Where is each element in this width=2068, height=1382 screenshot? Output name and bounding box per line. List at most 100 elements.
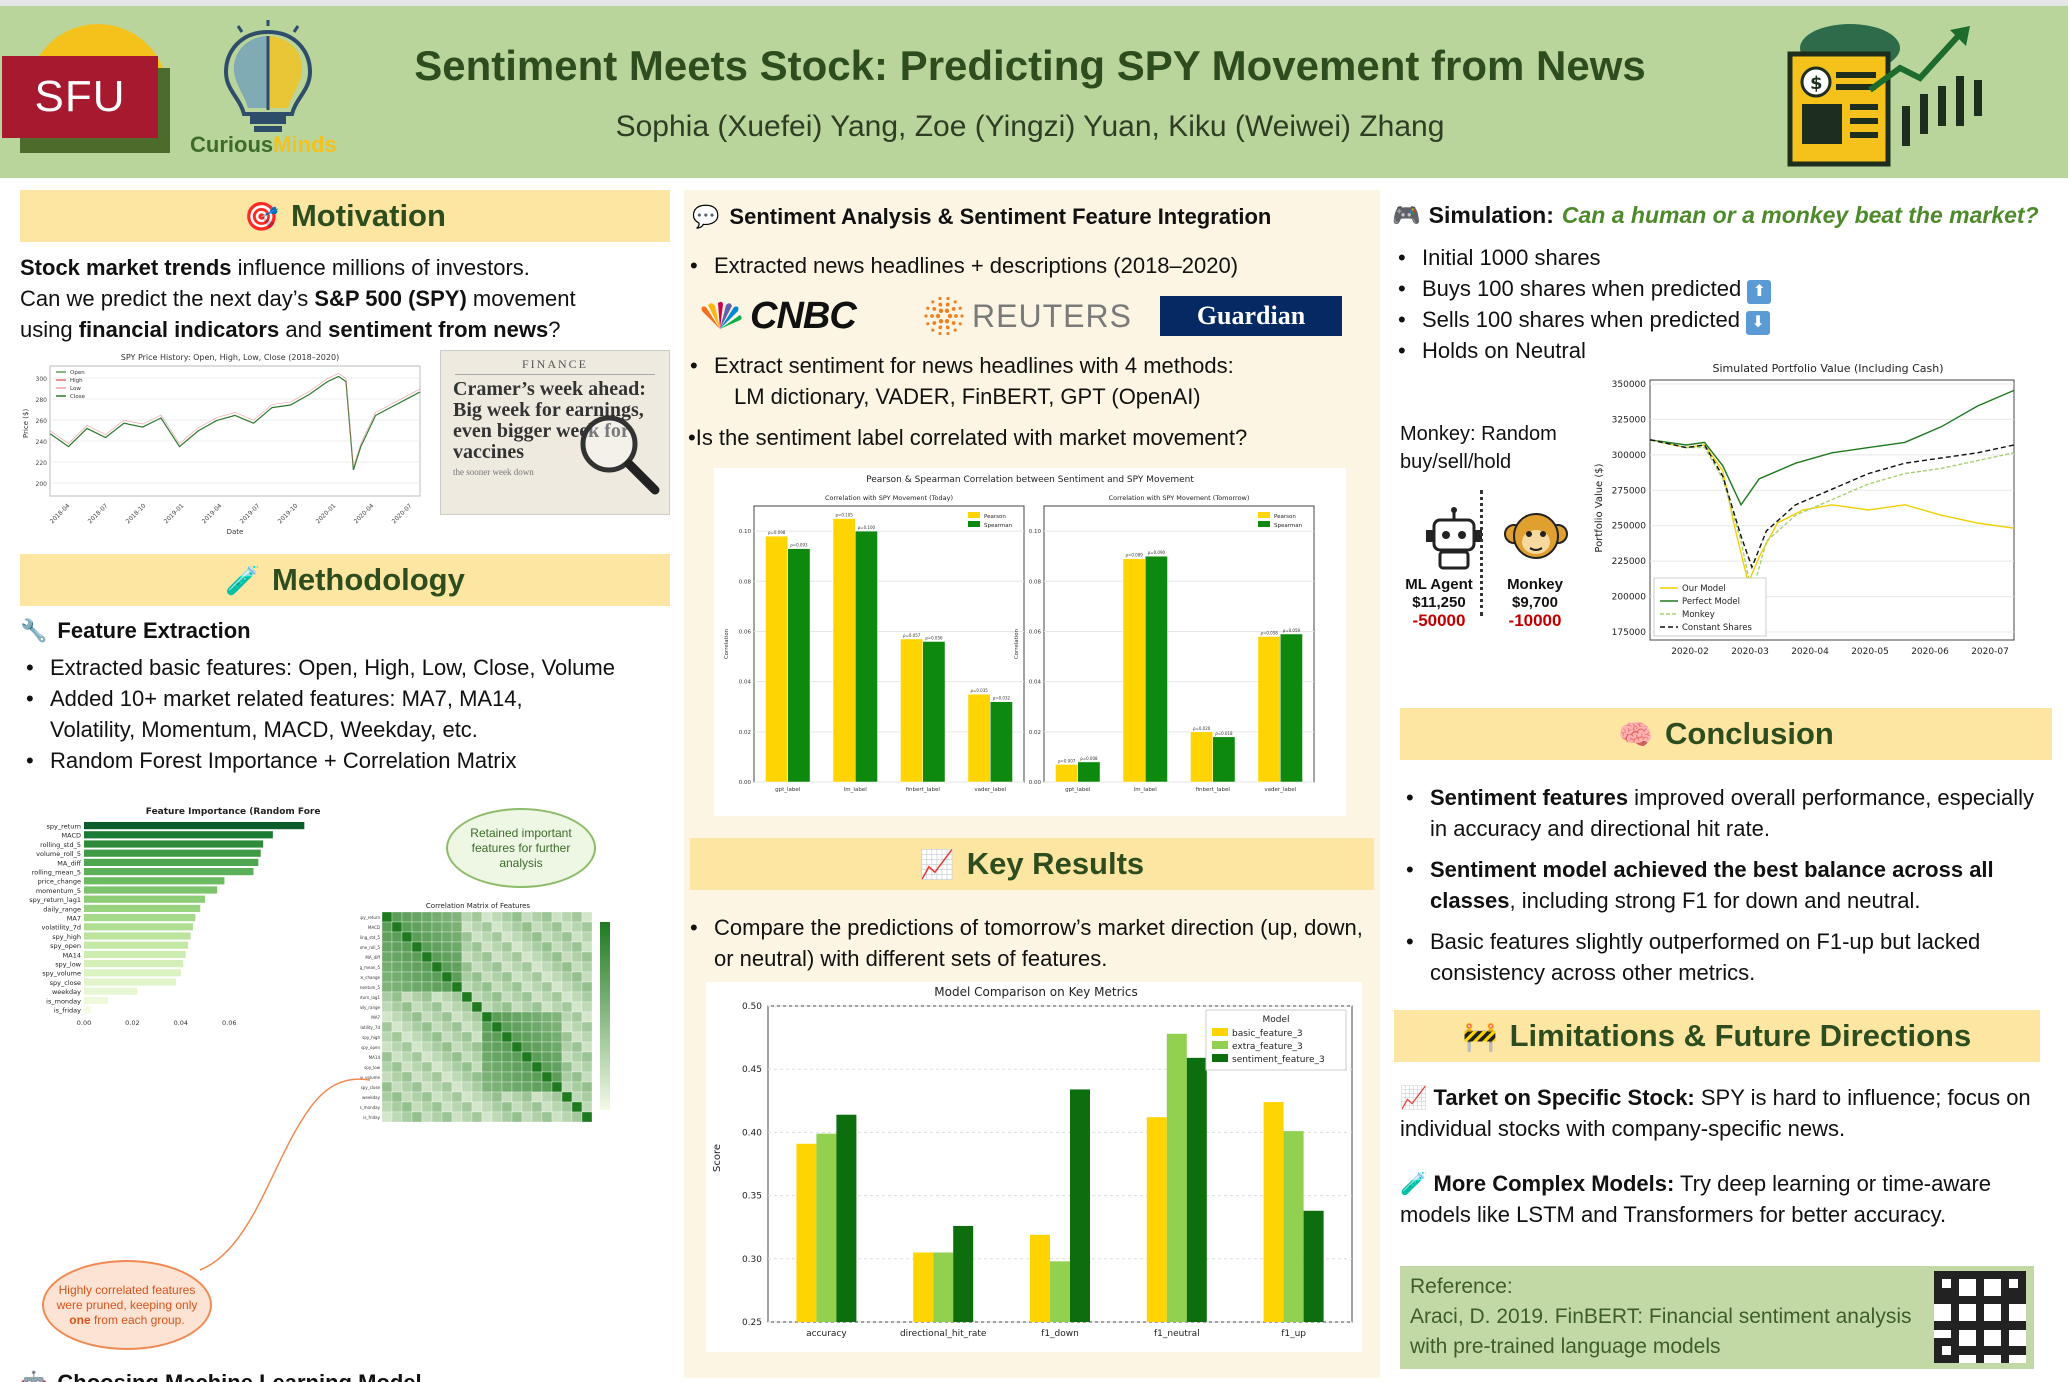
corr-cell [571,1101,583,1113]
corr-cell [561,1041,573,1053]
model-category-label: f1_neutral [1154,1329,1200,1339]
importance-bar [84,978,176,986]
importance-bar [84,886,218,894]
importance-feature-label: spy_close [50,979,81,987]
qr-module [1975,1354,1985,1363]
reuters-dot [944,318,950,324]
corr-ytick-label: 0.00 [1029,780,1042,786]
qr-module [1992,1312,2001,1322]
importance-feature-label: momentum_5 [36,887,81,895]
qr-module [2017,1304,2026,1313]
corr-cell [531,1101,543,1113]
qr-code-icon[interactable] [1934,1271,2026,1363]
corr-cell [561,911,573,923]
corr-cell [461,981,473,993]
model-comparison-chart: Model Comparison on Key Metrics 0.25 0.30… [706,982,1362,1352]
corr-cell [481,931,493,943]
guardian-logo: Guardian [1160,296,1342,336]
corr-ytick-label: 0.08 [1029,579,1042,585]
corr-cell [531,1061,543,1073]
qr-module [1950,1337,1960,1347]
corr-cell [541,941,553,953]
corr-cell [491,1111,503,1123]
corr-cell [461,1111,473,1123]
reuters-dot [944,308,950,314]
corr-legend-swatch [1258,512,1270,518]
corr-cell [521,951,533,963]
corr-category-label: finbert_label [906,787,941,793]
corr-cell [381,1021,393,1033]
qr-module [2000,1271,2010,1280]
corr-bar-label: ρ=0.057 [903,633,921,638]
corr-cell [441,921,453,933]
corr-ytick-label: 0.02 [1029,730,1041,736]
corr-cell [411,1041,423,1053]
corr-cell [451,1021,463,1033]
corr-cell [571,951,583,963]
corr-cell [581,971,593,983]
corr-bar [1055,764,1079,783]
corr-cell [541,1101,553,1113]
model-legend-box [1205,1009,1347,1071]
corr-cell [521,981,533,993]
sim-chart-title: Simulated Portfolio Value (Including Cas… [1712,362,1943,375]
corr-ytick-label: 0.04 [1029,680,1042,686]
price-xtick-label: 2020-07 [391,502,414,525]
qr-module [1934,1279,1943,1288]
corr-cell [521,1011,533,1023]
corr-cell [481,971,493,983]
corr-cell [511,991,523,1003]
corr-cell [481,941,493,953]
corr-cell [561,981,573,993]
corr-cell [511,1051,523,1063]
limitations-banner: 🚧 Limitations & Future Directions [1394,1010,2040,1062]
reuters-dot [954,314,958,318]
qr-module [1975,1279,1985,1288]
corr-cell [471,951,483,963]
corr-cell [451,941,463,953]
qr-module [2017,1271,2026,1280]
qr-module [1967,1312,1976,1322]
corr-cell [571,1111,583,1123]
monkey-icon [1504,513,1568,559]
ml-agent-result: ML Agent $11,250 -50000 [1405,576,1473,630]
corr-cell [581,1021,593,1033]
qr-module [1959,1296,1968,1305]
corr-row-label: weekday [362,1095,381,1100]
corr-cell [511,961,523,973]
price-xtick-label: 2019-07 [239,502,262,525]
corr-cell [391,931,403,943]
corr-cell [431,1071,443,1083]
corr-cell [421,921,433,933]
qr-module [1959,1321,1968,1330]
corr-cell [501,1061,513,1073]
price-xtick-label: 2020-01 [315,502,338,525]
corr-cell [451,921,463,933]
corr-cell [391,1071,403,1083]
corr-cell [501,1081,513,1093]
corr-cell [461,941,473,953]
test-tube-icon: 🧪 [1400,1171,1428,1196]
corr-cell [501,991,513,1003]
corr-cell [401,991,413,1003]
corr-cell [461,911,473,923]
corr-cell [471,1001,483,1013]
model-bar [1070,1089,1090,1322]
qr-module [1975,1296,1985,1305]
corr-cell [581,1001,593,1013]
corr-cell [391,1021,403,1033]
corr-cell [491,911,503,923]
qr-module [1992,1329,2001,1338]
model-ytick-label: 0.45 [742,1065,762,1075]
corr-cell [431,1051,443,1063]
corr-cell [381,1031,393,1043]
importance-bar [84,923,193,931]
corr-cell [541,1031,553,1043]
corr-cell [381,1071,393,1083]
column-middle: 💬 Sentiment Analysis & Sentiment Feature… [684,190,1380,1378]
qr-module [2009,1321,2018,1330]
sim-ytick-label: 175000 [1612,628,1647,638]
corr-cell [491,1081,503,1093]
corr-cell [531,1041,543,1053]
corr-cell [531,1091,543,1103]
